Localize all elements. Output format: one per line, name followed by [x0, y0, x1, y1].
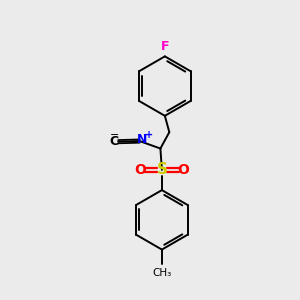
- Text: O: O: [177, 163, 189, 177]
- Text: +: +: [145, 130, 153, 140]
- Text: O: O: [135, 163, 146, 177]
- Text: N: N: [137, 133, 147, 146]
- Text: F: F: [160, 40, 169, 53]
- Text: C: C: [110, 135, 119, 148]
- Text: −: −: [110, 130, 119, 140]
- Text: S: S: [156, 162, 167, 177]
- Text: CH₃: CH₃: [152, 268, 172, 278]
